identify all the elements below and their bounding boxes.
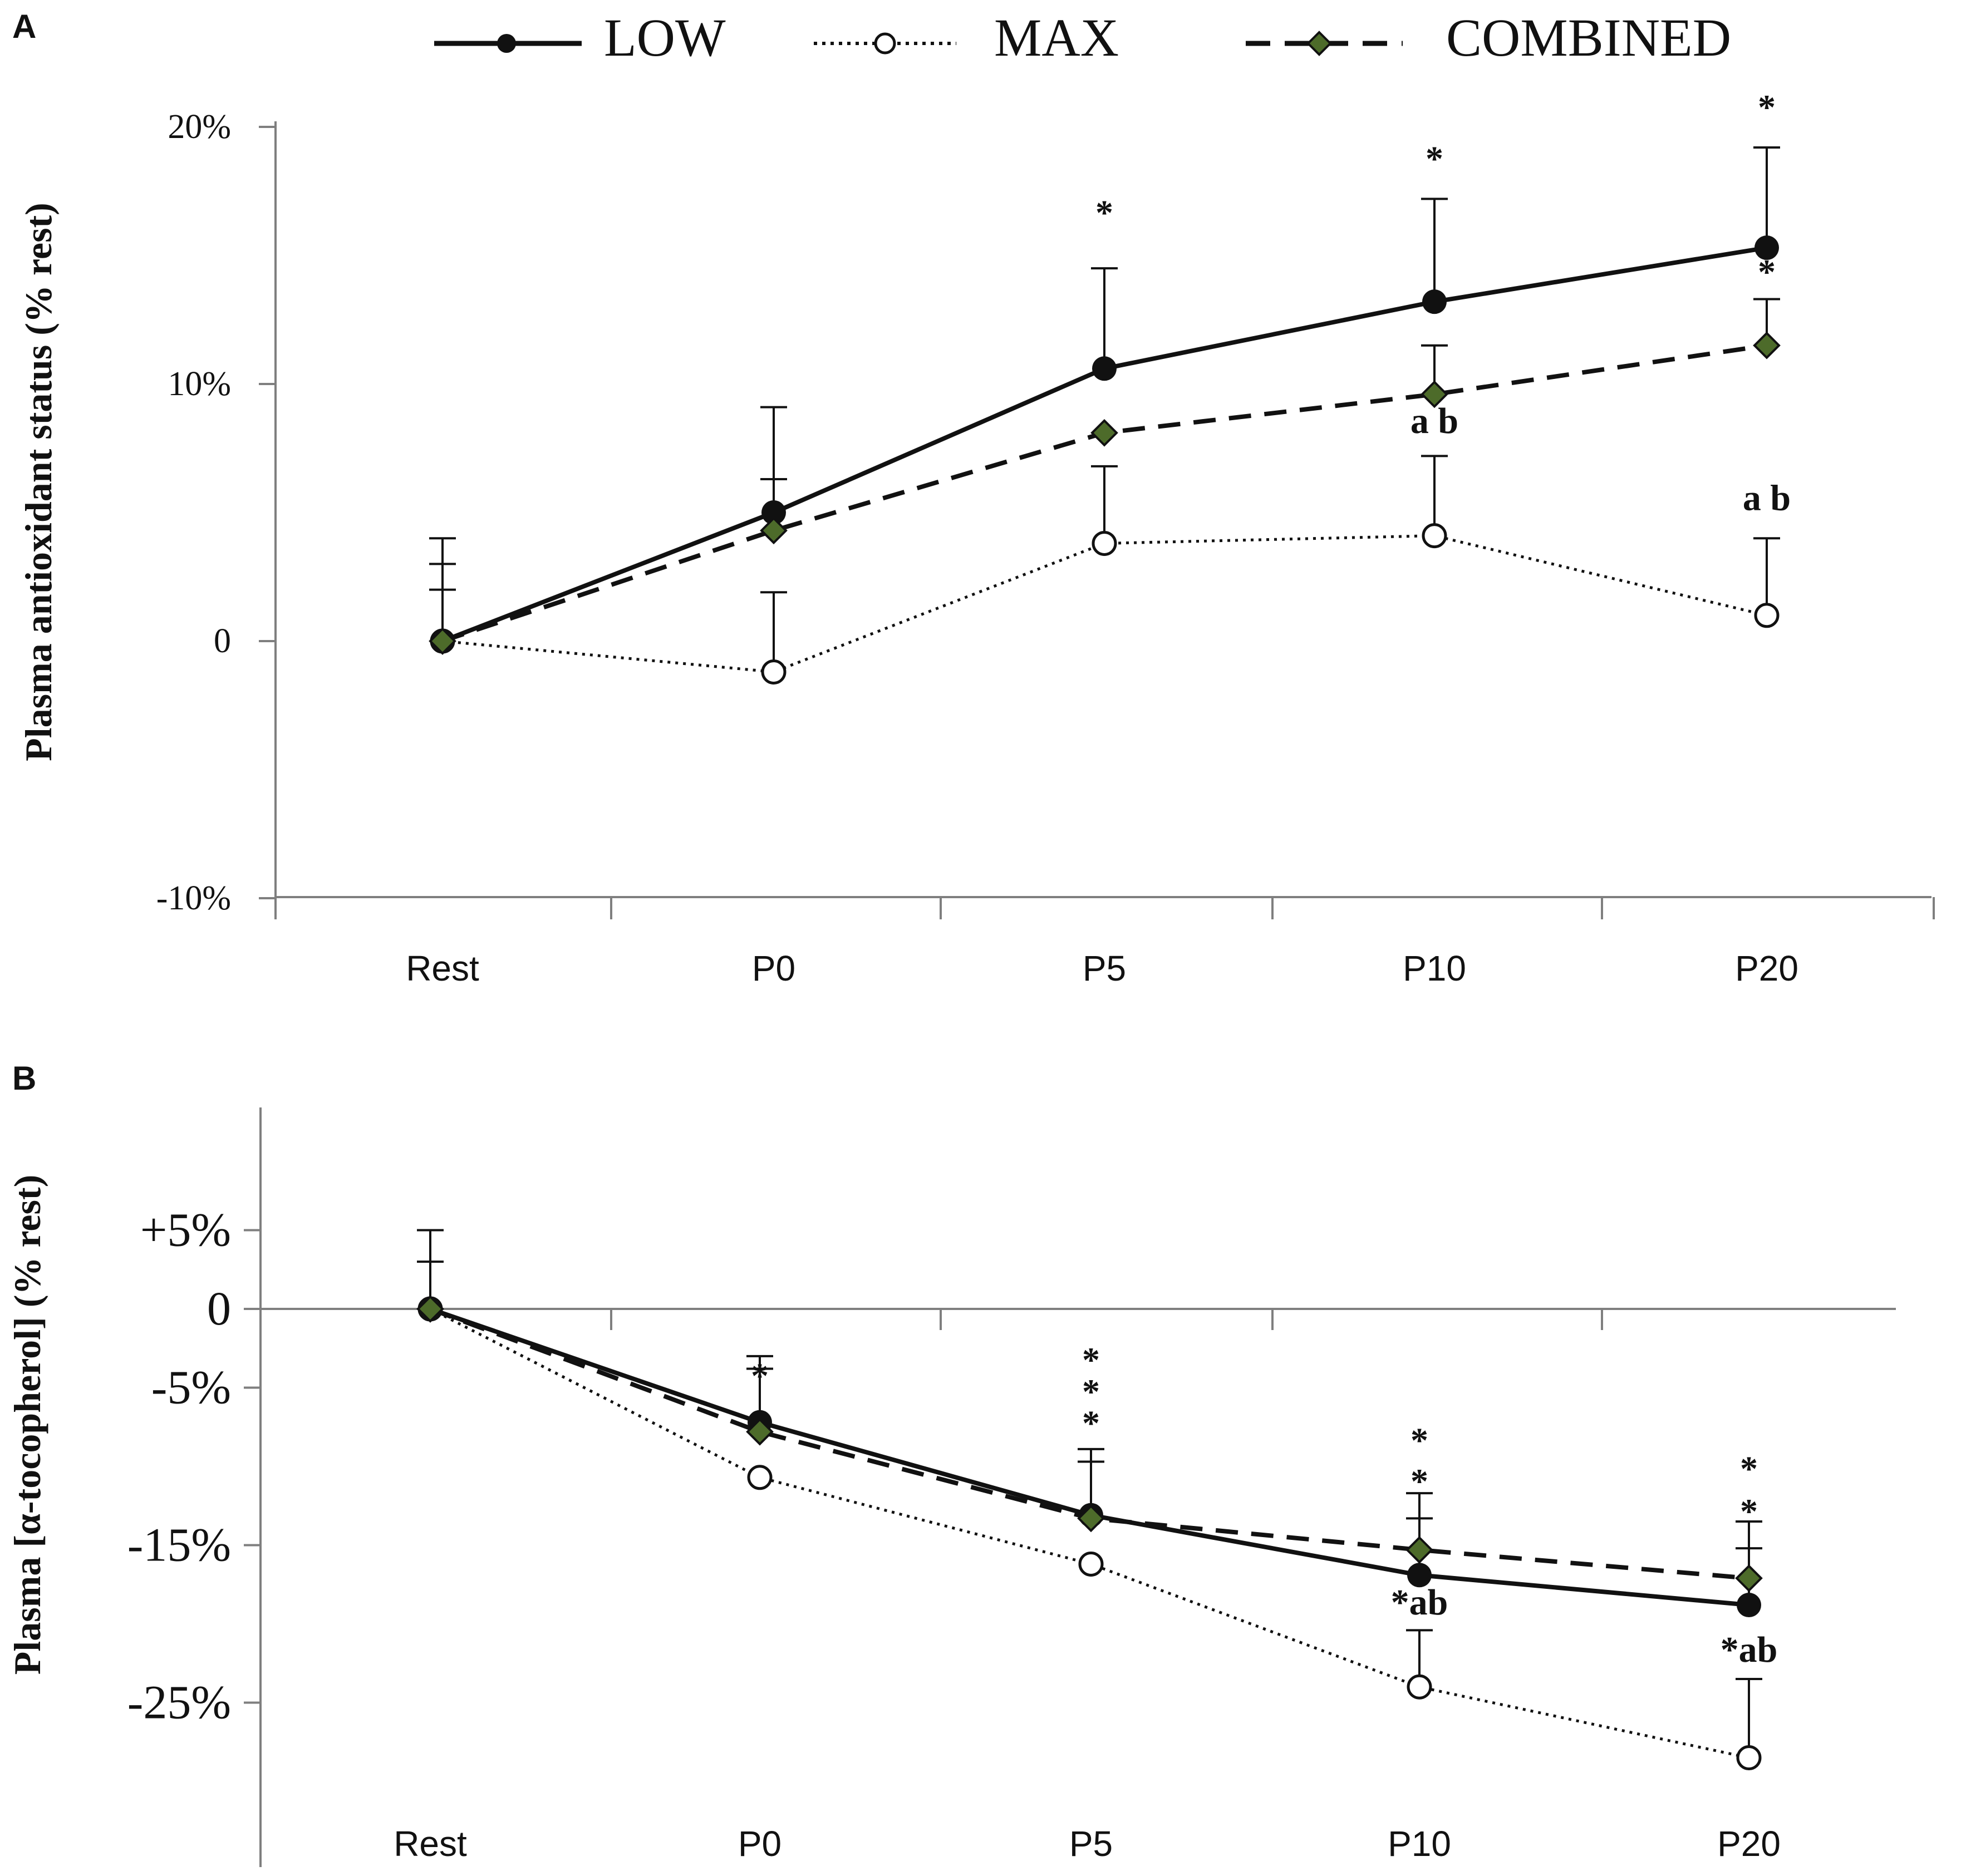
panel-b-significance-marker: * — [1082, 1403, 1100, 1442]
panel-b-y-tick-label: 0 — [207, 1282, 231, 1335]
panel-a-max-line — [442, 534, 1767, 673]
panel-b-annotations: * *** ** ***ab*ab — [751, 1340, 1777, 1670]
panel-b-max-point — [747, 1465, 773, 1490]
panel-b-combined-point — [416, 1295, 444, 1323]
legend-low: LOW — [434, 8, 726, 67]
panel-a-low-point — [1422, 289, 1447, 314]
panel-a-significance-marker: * — [1095, 193, 1113, 233]
legend-max-marker — [874, 32, 896, 55]
panel-a-y-tick-label: 0 — [214, 622, 231, 660]
panel-b-significance-marker: * — [1410, 1461, 1428, 1501]
panel-a-x-ticks: Rest P0 P5 P10 P20 — [406, 948, 1798, 988]
panel-b-y-tick-label: +5% — [140, 1203, 231, 1257]
panel-a-combined-point — [1090, 418, 1118, 447]
panel-b-max-point — [1078, 1551, 1104, 1577]
legend-max: MAX — [814, 8, 1119, 67]
panel-a-x-tick-label: Rest — [406, 948, 479, 988]
panel-b-combined-point — [1735, 1564, 1763, 1592]
panel-a-x-tick-label: P5 — [1083, 948, 1126, 988]
panel-b-significance-marker: * — [1410, 1421, 1428, 1460]
panel-b-significance-marker: *ab — [1721, 1629, 1778, 1670]
panel-a-y-tick-label: 10% — [168, 365, 231, 403]
panel-b-chart: Plasma [α-tocopherol] (% rest) +5% 0 -5% -1… — [6, 1107, 1896, 1867]
panel-a-y-tick-label: 20% — [168, 108, 231, 146]
panel-a-combined-point — [1421, 380, 1448, 408]
panel-a-max-point — [761, 659, 787, 685]
panel-b-x-tick-label: P0 — [738, 1824, 782, 1864]
legend-low-marker — [497, 34, 516, 53]
panel-a-axes — [274, 121, 1935, 919]
panel-a-significance-marker: * — [1758, 87, 1776, 127]
panel-b-axes — [259, 1107, 1896, 1867]
panel-b-significance-marker: * — [751, 1356, 769, 1396]
panel-a-max-point — [1092, 530, 1117, 556]
panel-a-series — [429, 146, 1781, 685]
panel-b-combined-point — [746, 1417, 774, 1446]
panel-b-label: B — [12, 1060, 36, 1097]
panel-b-low-point — [1407, 1563, 1432, 1588]
legend: LOW MAX COMBINED — [434, 8, 1731, 67]
panel-a-x-tick-label: P10 — [1403, 948, 1466, 988]
panel-b-y-ticks: +5% 0 -5% -15% -25% — [127, 1203, 261, 1729]
panel-a-annotations: * * * * a b a b — [1095, 87, 1791, 518]
panel-b-significance-marker: * — [1740, 1491, 1758, 1531]
panel-a-x-tick-label: P0 — [752, 948, 795, 988]
panel-a-y-tick-label: -10% — [156, 879, 231, 917]
panel-a-significance-marker: a b — [1743, 477, 1791, 518]
panel-a-max-point — [1422, 523, 1447, 549]
panel-b-combined-point — [1077, 1504, 1105, 1533]
panel-a-x-tick-label: P20 — [1735, 948, 1798, 988]
panel-a-combined-point — [429, 627, 456, 655]
panel-a-significance-marker: * — [1758, 252, 1776, 292]
panel-a-low-point — [1754, 235, 1779, 260]
panel-b-x-ticks: Rest P0 P5 P10 P20 — [394, 1824, 1781, 1864]
panel-b-low-point — [1737, 1593, 1761, 1618]
panel-a-label: A — [12, 8, 36, 45]
panel-b-max-point — [1736, 1745, 1762, 1771]
panel-a-significance-marker: * — [1426, 139, 1443, 179]
panel-b-y-tick-label: -15% — [127, 1518, 231, 1572]
panel-b-significance-marker: *ab — [1391, 1582, 1448, 1623]
legend-combined: COMBINED — [1246, 8, 1731, 67]
panel-b-x-tick-label: Rest — [394, 1824, 467, 1864]
legend-max-label: MAX — [994, 8, 1119, 67]
panel-a-max-point — [1754, 603, 1780, 628]
panel-b-combined-point — [1405, 1536, 1433, 1564]
panel-a-combined-point — [1753, 331, 1781, 360]
panel-b-x-tick-label: P5 — [1069, 1824, 1113, 1864]
panel-a-low-point — [1092, 356, 1117, 381]
panel-a-chart: Plasma antioxidant status (% rest) 20% 10… — [17, 87, 1935, 988]
panel-b-y-axis-label: Plasma [α-tocopherol] (% rest) — [6, 1175, 48, 1675]
panel-b-significance-marker: * — [1082, 1372, 1100, 1411]
legend-combined-label: COMBINED — [1446, 8, 1731, 67]
panel-b-max-point — [1407, 1674, 1432, 1700]
legend-combined-marker — [1306, 31, 1332, 56]
panel-a-y-axis-label: Plasma antioxidant status (% rest) — [17, 203, 60, 761]
panel-a-y-ticks: 20% 10% 0 -10% — [156, 108, 276, 917]
panel-b-y-tick-label: -25% — [127, 1676, 231, 1729]
panel-b-x-tick-label: P20 — [1717, 1824, 1781, 1864]
panel-a-significance-marker: a b — [1410, 401, 1458, 441]
panel-b-x-tick-label: P10 — [1388, 1824, 1451, 1864]
panel-b-significance-marker: * — [1082, 1340, 1100, 1380]
panel-b-series — [416, 1229, 1763, 1771]
legend-low-label: LOW — [604, 8, 726, 67]
panel-a-combined-point — [760, 516, 788, 545]
panel-b-y-tick-label: -5% — [151, 1361, 231, 1414]
panel-b-significance-marker: * — [1740, 1449, 1758, 1488]
